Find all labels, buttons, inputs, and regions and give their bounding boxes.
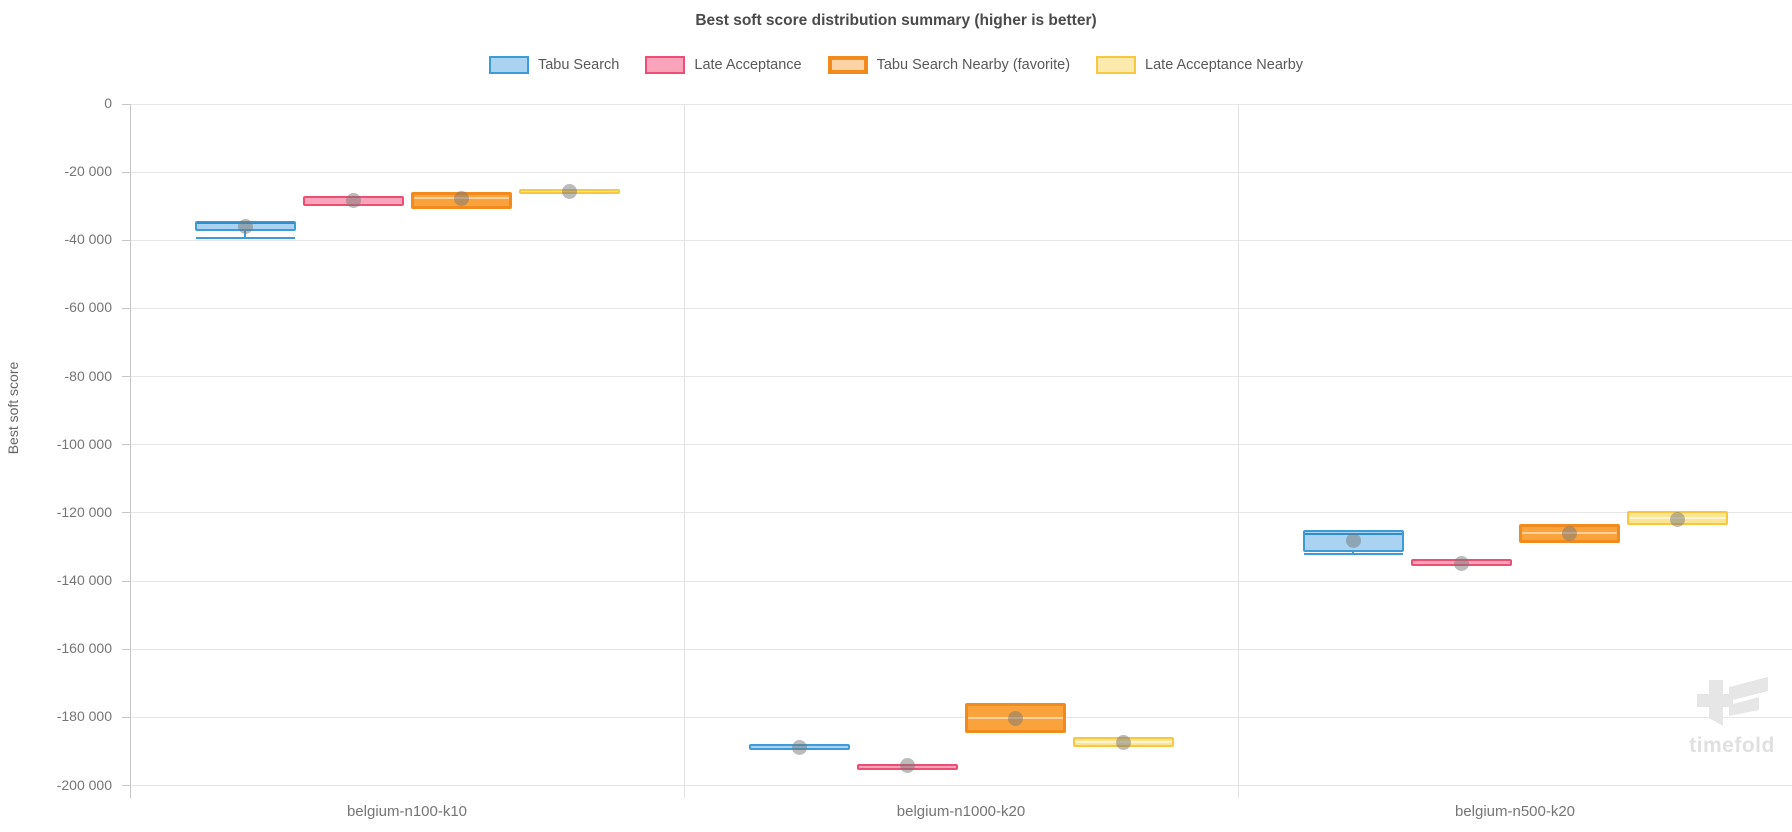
legend-swatch-icon — [645, 56, 686, 74]
watermark-text: timefold — [1689, 734, 1775, 757]
y-tick-label: -60 000 — [64, 299, 112, 316]
y-tick-label: -80 000 — [64, 367, 112, 384]
y-tick-label: 0 — [104, 95, 112, 111]
timefold-logo-icon — [1697, 677, 1768, 726]
chart-title: Best soft score distribution summary (hi… — [695, 12, 1097, 29]
mean-dot-late-acceptance-nearby — [1669, 511, 1685, 527]
y-tick-label: -20 000 — [64, 163, 112, 180]
category-divider — [684, 104, 685, 798]
mean-dot-late-acceptance — [1453, 555, 1469, 571]
legend-item-2[interactable]: Late Acceptance — [645, 56, 802, 74]
y-tick-mark — [122, 648, 130, 650]
gridline — [130, 648, 1792, 650]
y-tick-label: -100 000 — [56, 435, 112, 452]
gridline — [130, 512, 1792, 514]
gridline — [130, 307, 1792, 309]
y-tick-label: -40 000 — [64, 231, 112, 248]
y-tick-mark — [122, 307, 130, 309]
y-tick-mark — [122, 239, 130, 241]
y-tick-mark — [122, 376, 130, 378]
legend-swatch-icon — [827, 56, 868, 74]
y-tick-mark — [122, 444, 130, 446]
mean-dot-late-acceptance — [899, 757, 915, 773]
legend: Tabu Search Late Acceptance Tabu Search Ne… — [0, 56, 1792, 74]
legend-label: Late Acceptance — [694, 57, 802, 73]
whisker-cap-tabu-search — [195, 237, 295, 240]
mean-dot-late-acceptance — [345, 192, 361, 208]
y-tick-label: -180 000 — [56, 708, 112, 725]
legend-swatch-icon — [1096, 56, 1137, 74]
y-tick-mark — [122, 512, 130, 514]
gridline — [130, 376, 1792, 378]
y-tick-mark — [122, 171, 130, 173]
x-category-label: belgium-n500-k20 — [1454, 803, 1576, 820]
mean-dot-late-acceptance-nearby — [561, 184, 577, 200]
category-divider — [1238, 104, 1239, 798]
legend-item-1[interactable]: Tabu Search — [488, 56, 620, 74]
mean-dot-tabu-search — [1345, 532, 1361, 548]
y-tick-label: -200 000 — [56, 776, 112, 793]
gridline — [130, 103, 1792, 105]
legend-label: Tabu Search Nearby (favorite) — [876, 57, 1071, 73]
gridline — [130, 580, 1792, 582]
x-category-label: belgium-n1000-k20 — [896, 803, 1026, 820]
gridline — [130, 171, 1792, 173]
mean-dot-late-acceptance-nearby — [1115, 735, 1131, 751]
legend-label: Tabu Search — [537, 57, 620, 73]
gridline — [130, 239, 1792, 241]
legend-item-4[interactable]: Late Acceptance Nearby — [1096, 56, 1303, 74]
mean-dot-tabu-search — [237, 218, 253, 234]
whisker-stem-tabu-search — [1352, 549, 1354, 555]
mean-dot-tabu-search-nearby-favorite — [1007, 711, 1023, 727]
y-tick-label: -120 000 — [56, 503, 112, 520]
mean-dot-tabu-search — [791, 739, 807, 755]
y-tick-mark — [122, 716, 130, 718]
y-tick-mark — [122, 103, 130, 105]
legend-item-3[interactable]: Tabu Search Nearby (favorite) — [827, 56, 1071, 74]
y-tick-label: -140 000 — [56, 572, 112, 589]
y-tick-mark — [122, 785, 130, 786]
mean-dot-tabu-search-nearby-favorite — [1561, 526, 1577, 542]
gridline — [130, 444, 1792, 446]
y-tick-mark — [122, 580, 130, 582]
mean-dot-tabu-search-nearby-favorite — [453, 191, 469, 207]
whisker-cap-tabu-search — [1303, 553, 1403, 556]
gridline — [130, 785, 1792, 786]
gridline — [130, 716, 1792, 718]
legend-swatch-icon — [488, 56, 529, 74]
legend-label: Late Acceptance Nearby — [1145, 57, 1304, 73]
x-category-label: belgium-n100-k10 — [346, 803, 468, 820]
y-tick-label: -160 000 — [56, 640, 112, 657]
y-axis-line — [130, 104, 131, 798]
watermark: timefold — [1682, 672, 1782, 758]
whisker-stem-tabu-search — [244, 229, 246, 239]
